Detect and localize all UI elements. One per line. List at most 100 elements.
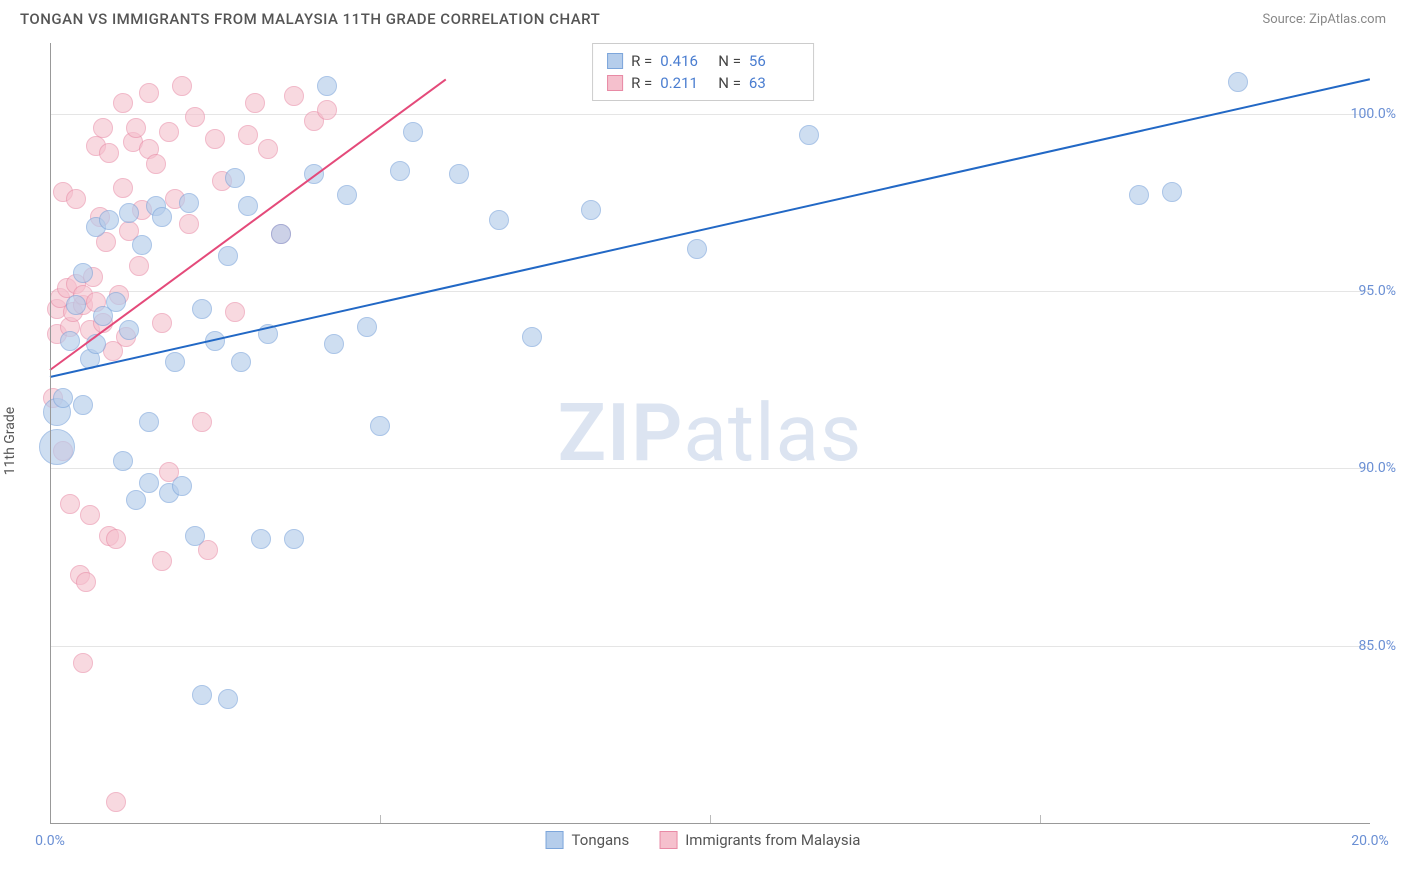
- source-label: Source:: [1262, 12, 1309, 27]
- data-point: [66, 189, 86, 209]
- data-point: [185, 526, 205, 546]
- source-link[interactable]: ZipAtlas.com: [1309, 12, 1386, 27]
- data-point: [159, 122, 179, 142]
- data-point: [225, 168, 245, 188]
- data-point: [99, 210, 119, 230]
- stats-swatch-pink: [607, 75, 623, 91]
- data-point: [93, 118, 113, 138]
- trend-line: [50, 78, 1370, 378]
- legend-label-malaysia: Immigrants from Malaysia: [685, 831, 860, 849]
- data-point: [73, 653, 93, 673]
- data-point: [337, 185, 357, 205]
- chart-area: 11th Grade 85.0%90.0%95.0%100.0%0.0%20.0…: [0, 33, 1406, 853]
- data-point: [1129, 185, 1149, 205]
- data-point: [245, 93, 265, 113]
- data-point: [370, 416, 390, 436]
- data-point: [251, 529, 271, 549]
- data-point: [139, 473, 159, 493]
- data-point: [113, 93, 133, 113]
- watermark-atlas: atlas: [683, 386, 862, 480]
- data-point: [132, 235, 152, 255]
- data-point: [403, 122, 423, 142]
- data-point: [53, 388, 73, 408]
- data-point: [73, 263, 93, 283]
- data-point: [324, 334, 344, 354]
- stats-N-label-0: N =: [718, 52, 741, 70]
- data-point: [152, 207, 172, 227]
- data-point: [106, 529, 126, 549]
- stats-row-malaysia: R = 0.211 N = 63: [607, 72, 799, 94]
- data-point: [165, 352, 185, 372]
- data-point: [238, 196, 258, 216]
- chart-source: Source: ZipAtlas.com: [1262, 12, 1386, 27]
- data-point: [119, 203, 139, 223]
- data-point: [80, 505, 100, 525]
- data-point: [126, 490, 146, 510]
- stats-N-value-0: 56: [749, 52, 799, 70]
- data-point: [113, 178, 133, 198]
- data-point: [129, 256, 149, 276]
- data-point: [86, 334, 106, 354]
- data-point: [39, 429, 75, 465]
- y-axis-title: 11th Grade: [2, 407, 18, 475]
- data-point: [172, 476, 192, 496]
- stats-legend-box: R = 0.416 N = 56 R = 0.211 N = 63: [592, 43, 814, 101]
- data-point: [317, 76, 337, 96]
- data-point: [1162, 182, 1182, 202]
- data-point: [238, 125, 258, 145]
- data-point: [192, 299, 212, 319]
- data-point: [799, 125, 819, 145]
- x-axis-line: [50, 823, 1370, 824]
- chart-header: TONGAN VS IMMIGRANTS FROM MALAYSIA 11TH …: [0, 0, 1406, 33]
- legend-swatch-blue: [546, 831, 564, 849]
- data-point: [126, 118, 146, 138]
- data-point: [99, 143, 119, 163]
- data-point: [146, 154, 166, 174]
- data-point: [284, 529, 304, 549]
- data-point: [489, 210, 509, 230]
- stats-N-label-1: N =: [718, 74, 741, 92]
- watermark-zip: ZIP: [558, 386, 684, 480]
- data-point: [271, 224, 291, 244]
- stats-row-tongans: R = 0.416 N = 56: [607, 50, 799, 72]
- legend-item-tongans: Tongans: [546, 831, 630, 849]
- chart-title: TONGAN VS IMMIGRANTS FROM MALAYSIA 11TH …: [20, 10, 600, 28]
- stats-R-label-1: R =: [631, 74, 652, 92]
- legend-item-malaysia: Immigrants from Malaysia: [659, 831, 860, 849]
- stats-swatch-blue: [607, 53, 623, 69]
- data-point: [522, 327, 542, 347]
- watermark: ZIPatlas: [558, 386, 863, 480]
- stats-R-label-0: R =: [631, 52, 652, 70]
- data-point: [66, 295, 86, 315]
- data-point: [119, 320, 139, 340]
- data-point: [139, 412, 159, 432]
- data-point: [192, 685, 212, 705]
- data-point: [258, 139, 278, 159]
- data-point: [192, 412, 212, 432]
- data-point: [284, 86, 304, 106]
- data-point: [106, 792, 126, 812]
- data-point: [179, 214, 199, 234]
- data-point: [317, 100, 337, 120]
- data-point: [152, 313, 172, 333]
- x-tick-label: 20.0%: [1351, 833, 1389, 849]
- data-point: [205, 129, 225, 149]
- plot-region: ZIPatlas: [50, 43, 1370, 823]
- data-point: [218, 246, 238, 266]
- data-point: [231, 352, 251, 372]
- data-point: [357, 317, 377, 337]
- data-point: [152, 551, 172, 571]
- data-point: [73, 395, 93, 415]
- stats-N-value-1: 63: [749, 74, 799, 92]
- data-point: [687, 239, 707, 259]
- stats-R-value-1: 0.211: [660, 74, 710, 92]
- x-tick-label: 0.0%: [35, 833, 65, 849]
- data-point: [1228, 72, 1248, 92]
- data-point: [179, 193, 199, 213]
- data-point: [449, 164, 469, 184]
- bottom-legend: Tongans Immigrants from Malaysia: [546, 831, 861, 849]
- data-point: [218, 689, 238, 709]
- y-axis-line: [50, 43, 51, 823]
- data-point: [113, 451, 133, 471]
- stats-R-value-0: 0.416: [660, 52, 710, 70]
